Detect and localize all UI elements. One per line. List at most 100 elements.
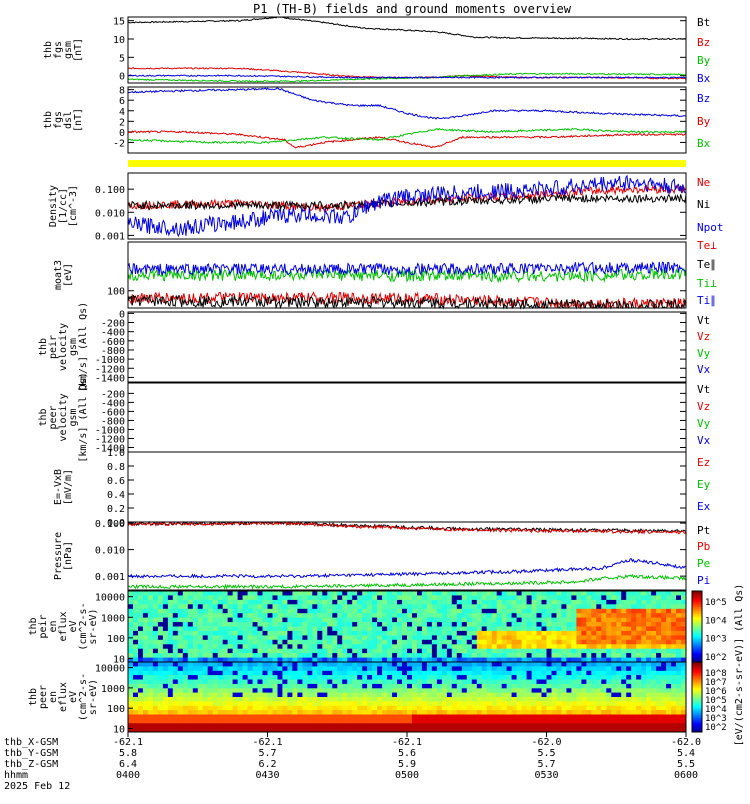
spectrogram-cell (142, 635, 149, 641)
spectrogram-cell (671, 604, 677, 610)
spectrogram-cell (187, 617, 194, 623)
spectrogram-cell (337, 595, 343, 601)
spectrogram-cell (486, 688, 493, 694)
spectrogram-cell (426, 714, 433, 720)
spectrogram-cell (681, 697, 687, 702)
spectrogram-cell (222, 710, 229, 715)
spectrogram-cell (287, 630, 293, 636)
spectrogram-cell (362, 604, 368, 610)
spectrogram-cell (367, 608, 373, 614)
spectrogram-cell (362, 683, 368, 689)
spectrogram-cell (212, 635, 219, 641)
spectrogram-cell (676, 599, 682, 605)
spectrogram-cell (651, 595, 657, 601)
spectrogram-cell (187, 670, 194, 676)
spectrogram-cell (377, 697, 383, 702)
spectrogram-cell (217, 635, 224, 641)
spectrogram-cell (456, 662, 463, 667)
spectrogram-cell (272, 662, 278, 667)
spectrogram-cell (441, 688, 448, 694)
spectrogram-cell (641, 697, 647, 702)
spectrogram-cell (367, 644, 373, 650)
spectrogram-cell (397, 666, 403, 672)
spectrogram-cell (466, 679, 473, 685)
spectrogram-cell (257, 630, 263, 636)
spectrogram-cell (152, 591, 159, 596)
spectrogram-cell (671, 683, 677, 689)
spectrogram-cell (541, 679, 547, 685)
spectrogram-cell (651, 727, 657, 733)
spectrogram-cell (133, 617, 139, 623)
spectrogram-cell (162, 683, 169, 689)
spectrogram-cell (521, 630, 527, 636)
legend-By: By (697, 115, 711, 128)
spectrogram-cell (327, 714, 333, 720)
y-tick-label: 10 (113, 725, 125, 736)
spectrogram-cell (521, 683, 527, 689)
spectrogram-cell (611, 599, 617, 605)
spectrogram-cell (177, 604, 184, 610)
spectrogram-cell (536, 630, 542, 636)
spectrogram-cell (591, 617, 597, 623)
spectrogram-cell (631, 718, 637, 724)
spectrogram-cell (581, 608, 587, 614)
spectrogram-cell (511, 662, 517, 667)
spectrogram-cell (531, 617, 537, 623)
spectrogram-cell (232, 701, 238, 707)
spectrogram-cell (641, 670, 647, 676)
spectrogram-cell (471, 648, 478, 654)
spectrogram-cell (526, 692, 532, 698)
spectrogram-cell (307, 657, 313, 663)
spectrogram-cell (397, 723, 403, 729)
spectrogram-cell (516, 662, 522, 667)
spectrogram-cell (666, 595, 672, 601)
spectrogram-cell (486, 617, 493, 623)
spectrogram-cell (347, 595, 353, 601)
spectrogram-cell (242, 604, 248, 610)
legend-Ez: Ez (697, 456, 710, 469)
spectrogram-cell (387, 635, 393, 641)
y-tick-label: 6 (119, 96, 125, 107)
spectrogram-cell (232, 666, 238, 672)
spectrogram-cell (277, 639, 283, 645)
spectrogram-cell (641, 591, 647, 596)
spectrogram-cell (262, 679, 268, 685)
spectrogram-cell (322, 657, 328, 663)
spectrogram-cell (661, 675, 667, 680)
spectrogram-cell (661, 657, 667, 663)
spectrogram-cell (367, 657, 373, 663)
y-tick-label: -200 (101, 319, 125, 330)
spectrogram-cell (426, 666, 433, 672)
spectrogram-cell (377, 617, 383, 623)
colorbar-step (692, 670, 702, 673)
spectrogram-cell (292, 639, 298, 645)
spectrogram-cell (282, 692, 288, 698)
spectrogram-cell (407, 701, 413, 707)
spectrogram-cell (352, 710, 358, 715)
spectrogram-cell (441, 718, 448, 724)
spectrogram-cell (232, 653, 238, 658)
spectrogram-cell (466, 622, 473, 627)
spectrogram-cell (377, 727, 383, 733)
spectrogram-cell (556, 595, 562, 601)
spectrogram-cell (352, 591, 358, 596)
spectrogram-cell (571, 662, 577, 667)
spectrogram-cell (182, 683, 189, 689)
spectrogram-cell (531, 701, 537, 707)
spectrogram-cell (486, 604, 493, 610)
spectrogram-cell (242, 727, 248, 733)
spectrogram-cell (307, 662, 313, 667)
spectrogram-cell (133, 599, 139, 605)
spectrogram-cell (486, 727, 493, 733)
spectrogram-cell (287, 608, 293, 614)
spectrogram-cell (227, 622, 233, 627)
spectrogram-cell (581, 604, 587, 610)
spectrogram-cell (641, 679, 647, 685)
spectrogram-cell (496, 608, 503, 614)
spectrogram-cell (606, 604, 612, 610)
spectrogram-cell (626, 595, 632, 601)
spectrogram-cell (142, 675, 149, 680)
spectrogram-cell (157, 599, 164, 605)
spectrogram-cell (182, 604, 189, 610)
spectrogram-cell (267, 688, 273, 694)
